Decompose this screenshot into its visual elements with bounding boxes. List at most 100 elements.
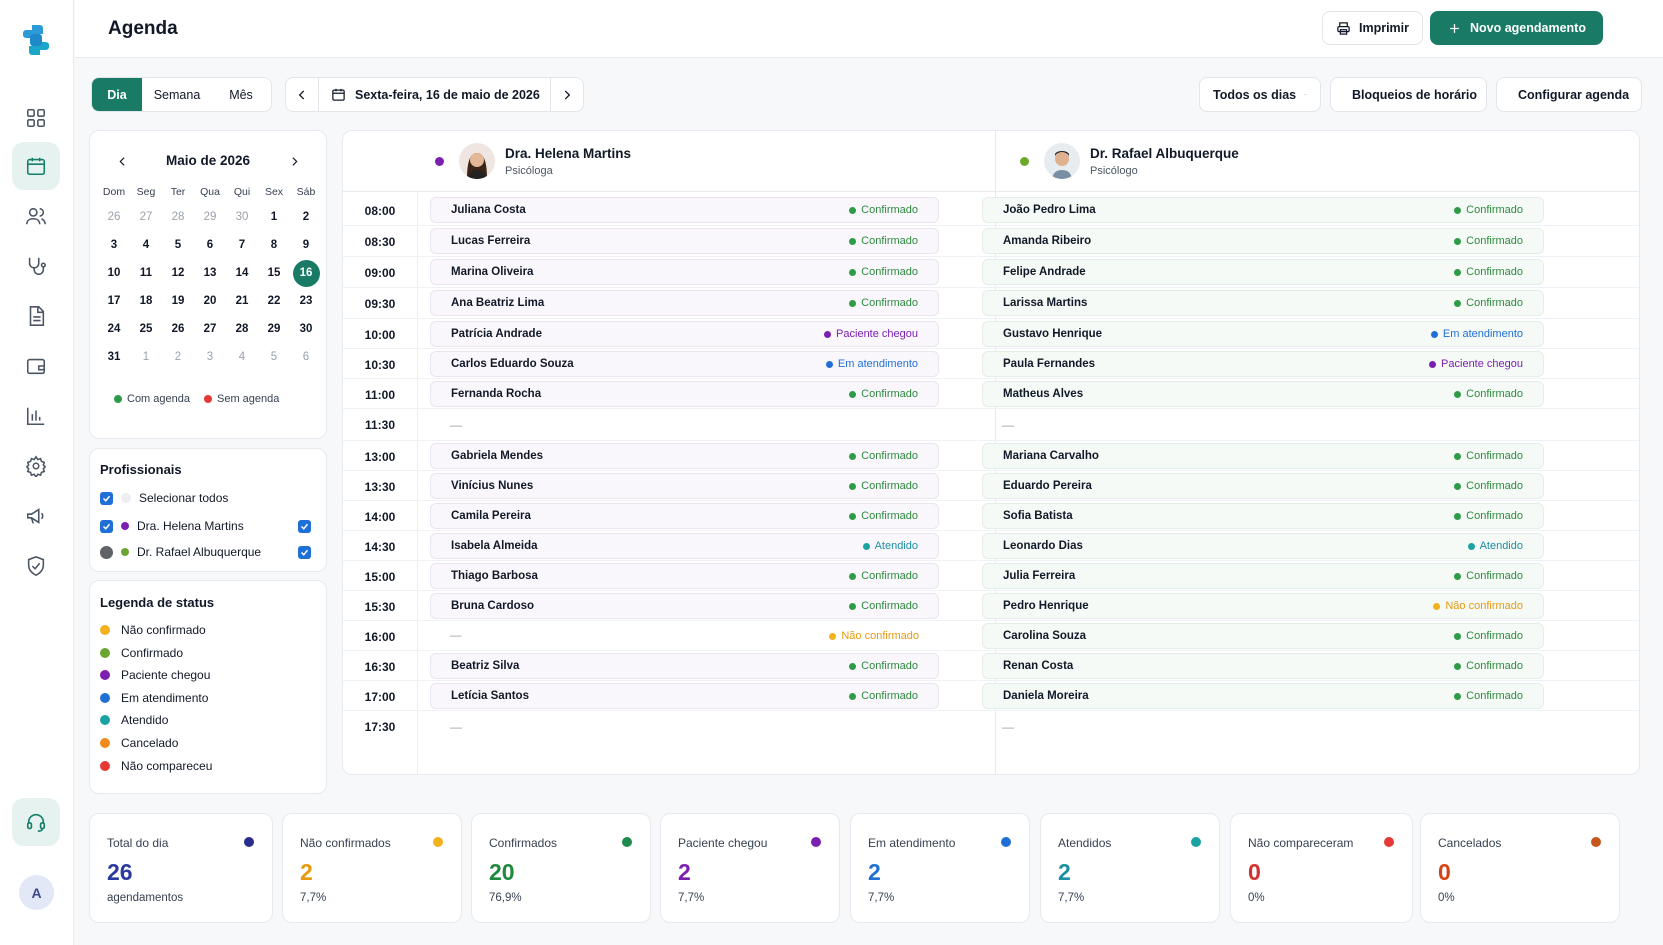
current-date-display[interactable]: Sexta-feira, 16 de maio de 2026 [318, 78, 551, 111]
drag-handle-icon[interactable] [100, 545, 113, 559]
tab-day[interactable]: Dia [92, 78, 142, 111]
calendar-day[interactable]: 15 [258, 259, 290, 287]
calendar-day[interactable]: 20 [194, 287, 226, 315]
nav-reports-icon[interactable] [12, 392, 60, 440]
calendar-day[interactable]: 2 [162, 343, 194, 371]
calendar-day[interactable]: 23 [290, 287, 322, 315]
new-appointment-button[interactable]: Novo agendamento [1430, 11, 1603, 45]
empty-slot[interactable]: — [1002, 720, 1014, 734]
calendar-day[interactable]: 28 [226, 315, 258, 343]
appointment-card[interactable]: Carolina Souza Confirmado [982, 623, 1544, 649]
appointment-card[interactable]: Gabriela Mendes Confirmado [430, 443, 939, 469]
appointment-card[interactable]: Renan Costa Confirmado [982, 653, 1544, 679]
tab-month[interactable]: Mês [229, 87, 253, 102]
next-month-button[interactable] [284, 151, 304, 171]
helena-visible-checkbox[interactable] [298, 520, 311, 533]
support-headset-icon[interactable] [12, 798, 60, 846]
calendar-day[interactable]: 25 [130, 315, 162, 343]
calendar-day[interactable]: 14 [226, 259, 258, 287]
calendar-day[interactable]: 16 [290, 259, 322, 287]
calendar-day[interactable]: 18 [130, 287, 162, 315]
appointment-card[interactable]: Amanda Ribeiro Confirmado [982, 228, 1544, 254]
calendar-day[interactable]: 17 [98, 287, 130, 315]
appointment-card[interactable]: Paula Fernandes Paciente chegou [982, 351, 1544, 377]
calendar-day[interactable]: 5 [162, 231, 194, 259]
appointment-card[interactable]: Juliana Costa Confirmado [430, 197, 939, 223]
calendar-day[interactable]: 4 [130, 231, 162, 259]
nav-dashboard-icon[interactable] [12, 94, 60, 142]
appointment-card[interactable]: Leonardo Dias Atendido [982, 533, 1544, 559]
rafael-visible-checkbox[interactable] [298, 546, 311, 559]
appointment-card[interactable]: Bruna Cardoso Confirmado [430, 593, 939, 619]
appointment-card[interactable]: Vinícius Nunes Confirmado [430, 473, 939, 499]
appointment-card[interactable]: Lucas Ferreira Confirmado [430, 228, 939, 254]
calendar-day[interactable]: 10 [98, 259, 130, 287]
appointment-card[interactable]: Sofia Batista Confirmado [982, 503, 1544, 529]
calendar-day[interactable]: 27 [130, 203, 162, 231]
appointment-card[interactable]: Ana Beatriz Lima Confirmado [430, 290, 939, 316]
appointment-card[interactable]: Isabela Almeida Atendido [430, 533, 939, 559]
appointment-card[interactable]: Patrícia Andrade Paciente chegou [430, 321, 939, 347]
empty-slot[interactable]: — [450, 720, 462, 734]
nav-shield-icon[interactable] [12, 542, 60, 590]
calendar-day[interactable]: 29 [194, 203, 226, 231]
calendar-day[interactable]: 30 [226, 203, 258, 231]
appointment-card[interactable]: Larissa Martins Confirmado [982, 290, 1544, 316]
calendar-day[interactable]: 27 [194, 315, 226, 343]
appointment-card[interactable]: Felipe Andrade Confirmado [982, 259, 1544, 285]
open-slot[interactable]: — Não confirmado [430, 623, 939, 649]
app-logo[interactable] [18, 22, 54, 63]
calendar-day[interactable]: 5 [258, 343, 290, 371]
nav-calendar-icon[interactable] [12, 142, 60, 190]
empty-slot[interactable]: — [450, 418, 462, 432]
calendar-day[interactable]: 6 [290, 343, 322, 371]
appointment-card[interactable]: Carlos Eduardo Souza Em atendimento [430, 351, 939, 377]
print-button[interactable]: Imprimir [1322, 11, 1424, 45]
configure-agenda-button[interactable]: Configurar agenda [1496, 77, 1642, 112]
calendar-day[interactable]: 3 [98, 231, 130, 259]
professional-row-helena[interactable]: Dra. Helena Martins [100, 519, 244, 533]
appointment-card[interactable]: Matheus Alves Confirmado [982, 381, 1544, 407]
calendar-day[interactable]: 26 [98, 203, 130, 231]
appointment-card[interactable]: Daniela Moreira Confirmado [982, 683, 1544, 709]
calendar-day[interactable]: 11 [130, 259, 162, 287]
select-all-row[interactable]: Selecionar todos [100, 491, 228, 505]
nav-megaphone-icon[interactable] [12, 492, 60, 540]
calendar-day[interactable]: 22 [258, 287, 290, 315]
next-day-button[interactable] [551, 78, 583, 111]
nav-document-icon[interactable] [12, 292, 60, 340]
calendar-day[interactable]: 4 [226, 343, 258, 371]
calendar-day[interactable]: 30 [290, 315, 322, 343]
appointment-card[interactable]: Marina Oliveira Confirmado [430, 259, 939, 285]
days-filter-dropdown[interactable]: Todos os dias [1199, 77, 1321, 112]
calendar-day[interactable]: 24 [98, 315, 130, 343]
calendar-day[interactable]: 7 [226, 231, 258, 259]
calendar-day[interactable]: 3 [194, 343, 226, 371]
calendar-day[interactable]: 28 [162, 203, 194, 231]
tab-week[interactable]: Semana [153, 87, 201, 102]
appointment-card[interactable]: Julia Ferreira Confirmado [982, 563, 1544, 589]
calendar-day[interactable]: 19 [162, 287, 194, 315]
appointment-card[interactable]: Fernanda Rocha Confirmado [430, 381, 939, 407]
select-all-checkbox[interactable] [100, 491, 113, 505]
user-avatar[interactable]: A [19, 875, 54, 910]
prev-month-button[interactable] [112, 151, 132, 171]
nav-settings-icon[interactable] [12, 442, 60, 490]
calendar-day[interactable]: 8 [258, 231, 290, 259]
appointment-card[interactable]: Letícia Santos Confirmado [430, 683, 939, 709]
appointment-card[interactable]: Pedro Henrique Não confirmado [982, 593, 1544, 619]
time-blocks-button[interactable]: Bloqueios de horário [1330, 77, 1487, 112]
appointment-card[interactable]: Camila Pereira Confirmado [430, 503, 939, 529]
calendar-day[interactable]: 9 [290, 231, 322, 259]
calendar-day[interactable]: 26 [162, 315, 194, 343]
appointment-card[interactable]: Beatriz Silva Confirmado [430, 653, 939, 679]
calendar-day[interactable]: 13 [194, 259, 226, 287]
appointment-card[interactable]: Thiago Barbosa Confirmado [430, 563, 939, 589]
calendar-day[interactable]: 31 [98, 343, 130, 371]
calendar-day[interactable]: 12 [162, 259, 194, 287]
calendar-day[interactable]: 29 [258, 315, 290, 343]
prev-day-button[interactable] [286, 78, 318, 111]
empty-slot[interactable]: — [1002, 418, 1014, 432]
calendar-day[interactable]: 6 [194, 231, 226, 259]
appointment-card[interactable]: João Pedro Lima Confirmado [982, 197, 1544, 223]
